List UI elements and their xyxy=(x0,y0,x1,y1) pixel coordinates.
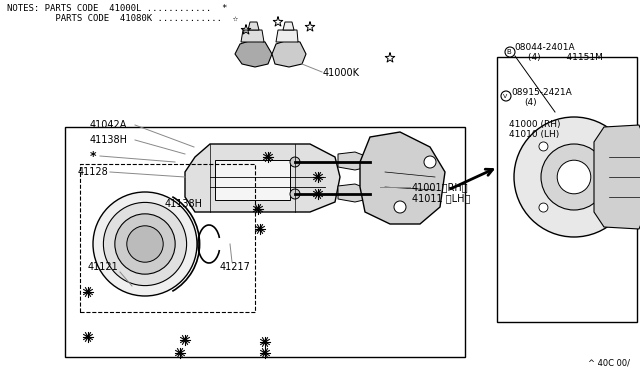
Polygon shape xyxy=(283,22,294,30)
Circle shape xyxy=(256,207,260,211)
Circle shape xyxy=(259,227,262,231)
Text: NOTES: PARTS CODE  41000L ............  *: NOTES: PARTS CODE 41000L ............ * xyxy=(7,4,227,13)
Polygon shape xyxy=(272,40,306,67)
Text: *: * xyxy=(90,150,97,163)
Circle shape xyxy=(505,47,515,57)
Circle shape xyxy=(365,189,375,199)
Text: ^ 40C 00/: ^ 40C 00/ xyxy=(588,358,630,367)
Circle shape xyxy=(86,290,90,294)
Text: 41128: 41128 xyxy=(78,167,109,177)
Circle shape xyxy=(557,160,591,194)
Bar xyxy=(497,57,637,322)
Text: B: B xyxy=(507,49,511,55)
Circle shape xyxy=(365,157,375,167)
Circle shape xyxy=(541,144,607,210)
Polygon shape xyxy=(360,132,445,224)
Circle shape xyxy=(263,340,267,344)
Text: 08915-2421A: 08915-2421A xyxy=(511,87,572,96)
Circle shape xyxy=(316,192,320,196)
Text: 41121: 41121 xyxy=(88,262,119,272)
Text: 41138H: 41138H xyxy=(165,199,203,209)
Polygon shape xyxy=(235,40,272,67)
Circle shape xyxy=(290,157,300,167)
Polygon shape xyxy=(276,30,298,42)
Text: 41217: 41217 xyxy=(220,262,251,272)
Circle shape xyxy=(263,351,267,355)
Circle shape xyxy=(266,155,269,159)
Polygon shape xyxy=(338,152,368,170)
Text: 41001〈RH〉: 41001〈RH〉 xyxy=(412,182,468,192)
Polygon shape xyxy=(241,30,264,42)
Circle shape xyxy=(290,189,300,199)
Circle shape xyxy=(179,351,182,355)
Circle shape xyxy=(394,201,406,213)
Text: 41011 〈LH〉: 41011 〈LH〉 xyxy=(412,193,470,203)
Text: (4): (4) xyxy=(524,97,536,106)
Polygon shape xyxy=(248,22,259,30)
Text: 41042A: 41042A xyxy=(90,120,127,130)
Circle shape xyxy=(539,142,548,151)
Circle shape xyxy=(514,117,634,237)
Text: (4)         41151M: (4) 41151M xyxy=(528,52,603,61)
Bar xyxy=(65,127,465,357)
Text: 41000 (RH): 41000 (RH) xyxy=(509,119,561,128)
Circle shape xyxy=(93,192,197,296)
Circle shape xyxy=(501,91,511,101)
Bar xyxy=(80,164,255,312)
Circle shape xyxy=(115,214,175,274)
Text: PARTS CODE  41080K ............  ☆: PARTS CODE 41080K ............ ☆ xyxy=(7,14,238,23)
Circle shape xyxy=(424,156,436,168)
Circle shape xyxy=(539,203,548,212)
Polygon shape xyxy=(338,184,368,202)
Circle shape xyxy=(86,335,90,339)
Polygon shape xyxy=(594,125,640,229)
Text: 41010 (LH): 41010 (LH) xyxy=(509,129,559,138)
Text: V: V xyxy=(503,93,507,99)
Bar xyxy=(215,160,290,200)
Text: 41000K: 41000K xyxy=(323,68,360,78)
Circle shape xyxy=(316,175,320,179)
Circle shape xyxy=(183,338,187,342)
Text: 08044-2401A: 08044-2401A xyxy=(514,42,575,51)
Circle shape xyxy=(104,202,187,286)
Circle shape xyxy=(600,142,609,151)
Polygon shape xyxy=(185,144,340,212)
Text: 41138H: 41138H xyxy=(90,135,128,145)
Circle shape xyxy=(127,226,163,262)
Circle shape xyxy=(600,203,609,212)
